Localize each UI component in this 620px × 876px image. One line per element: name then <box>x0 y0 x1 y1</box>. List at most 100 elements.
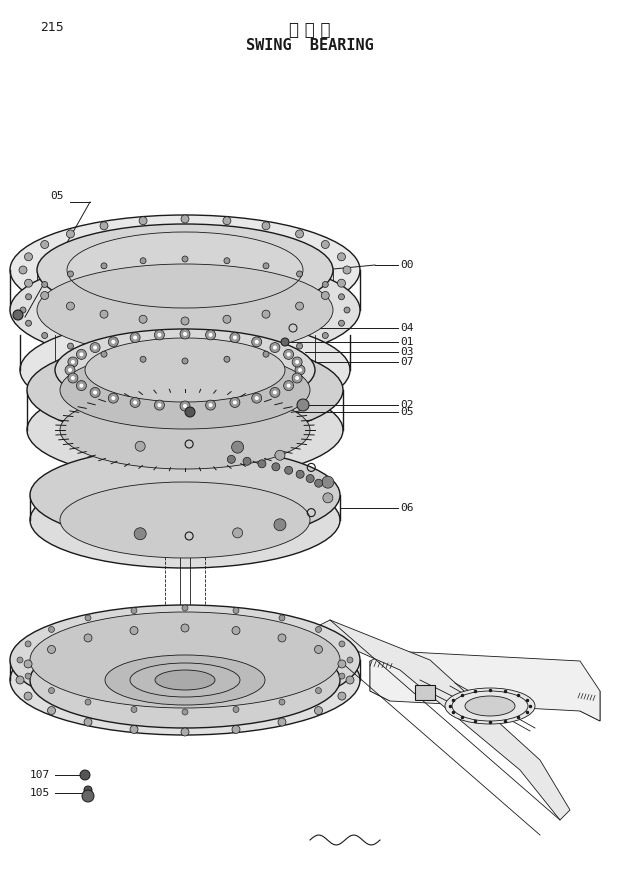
Circle shape <box>182 256 188 262</box>
Circle shape <box>224 258 230 264</box>
Bar <box>415 685 435 700</box>
Circle shape <box>181 215 189 223</box>
Circle shape <box>25 321 32 326</box>
Circle shape <box>41 292 49 300</box>
Circle shape <box>343 266 351 274</box>
Circle shape <box>224 357 230 363</box>
Circle shape <box>182 605 188 611</box>
Ellipse shape <box>10 605 360 715</box>
Circle shape <box>65 365 75 375</box>
Text: 00: 00 <box>400 260 414 270</box>
Circle shape <box>13 310 23 320</box>
Ellipse shape <box>37 264 333 356</box>
Circle shape <box>183 404 187 408</box>
Circle shape <box>286 384 291 387</box>
Circle shape <box>223 315 231 323</box>
Ellipse shape <box>20 318 350 422</box>
Ellipse shape <box>105 655 265 705</box>
Circle shape <box>101 351 107 357</box>
Circle shape <box>292 357 302 367</box>
Polygon shape <box>370 651 600 721</box>
Ellipse shape <box>30 612 340 708</box>
Circle shape <box>90 343 100 352</box>
Circle shape <box>339 321 345 326</box>
Circle shape <box>322 281 329 287</box>
Circle shape <box>71 376 75 380</box>
Circle shape <box>346 676 354 684</box>
Text: 旋 回 輪: 旋 回 輪 <box>290 21 330 39</box>
Circle shape <box>228 456 236 463</box>
Circle shape <box>295 365 305 375</box>
Circle shape <box>339 293 345 300</box>
Ellipse shape <box>60 391 310 469</box>
Circle shape <box>24 692 32 700</box>
Circle shape <box>298 368 302 372</box>
Circle shape <box>296 271 303 277</box>
Ellipse shape <box>27 380 343 480</box>
Circle shape <box>281 338 289 346</box>
Circle shape <box>68 357 78 367</box>
Circle shape <box>180 401 190 411</box>
Circle shape <box>154 330 164 340</box>
Circle shape <box>296 343 303 349</box>
Ellipse shape <box>85 338 285 402</box>
Circle shape <box>130 626 138 634</box>
Circle shape <box>108 393 118 403</box>
Circle shape <box>48 688 55 694</box>
Circle shape <box>133 400 137 405</box>
Circle shape <box>42 333 48 338</box>
Circle shape <box>278 634 286 642</box>
Circle shape <box>230 333 240 343</box>
Circle shape <box>232 442 244 453</box>
Text: 07: 07 <box>400 357 414 367</box>
Ellipse shape <box>60 351 310 429</box>
Circle shape <box>135 442 145 451</box>
Circle shape <box>296 302 304 310</box>
Text: 02: 02 <box>400 400 414 410</box>
Circle shape <box>17 657 23 663</box>
Circle shape <box>306 475 314 483</box>
Circle shape <box>140 357 146 363</box>
Circle shape <box>140 258 146 264</box>
Circle shape <box>101 263 107 269</box>
Circle shape <box>25 641 31 647</box>
Circle shape <box>66 230 74 238</box>
Text: 215: 215 <box>40 21 64 34</box>
Circle shape <box>82 790 94 802</box>
Text: 06: 06 <box>400 503 414 513</box>
Circle shape <box>25 673 31 679</box>
Circle shape <box>68 373 78 383</box>
Circle shape <box>182 358 188 364</box>
Circle shape <box>183 332 187 336</box>
Circle shape <box>322 333 329 338</box>
Circle shape <box>283 380 294 391</box>
Circle shape <box>339 641 345 647</box>
Circle shape <box>100 222 108 230</box>
Circle shape <box>48 707 56 715</box>
Ellipse shape <box>465 696 515 716</box>
Circle shape <box>258 460 266 468</box>
Circle shape <box>93 345 97 350</box>
Circle shape <box>233 706 239 712</box>
Circle shape <box>19 266 27 274</box>
Circle shape <box>295 360 299 364</box>
Circle shape <box>296 230 304 238</box>
Circle shape <box>232 725 240 733</box>
Circle shape <box>232 626 240 634</box>
Circle shape <box>16 676 24 684</box>
Circle shape <box>68 271 73 277</box>
Ellipse shape <box>55 329 315 411</box>
Circle shape <box>108 337 118 347</box>
Ellipse shape <box>10 625 360 735</box>
Circle shape <box>131 706 137 712</box>
Circle shape <box>315 479 322 487</box>
Circle shape <box>206 330 216 340</box>
Text: 05: 05 <box>50 191 63 201</box>
Circle shape <box>68 368 72 372</box>
Circle shape <box>90 387 100 398</box>
Circle shape <box>255 396 259 400</box>
Circle shape <box>233 400 237 405</box>
Circle shape <box>272 463 280 470</box>
Ellipse shape <box>30 447 340 543</box>
Circle shape <box>262 222 270 230</box>
